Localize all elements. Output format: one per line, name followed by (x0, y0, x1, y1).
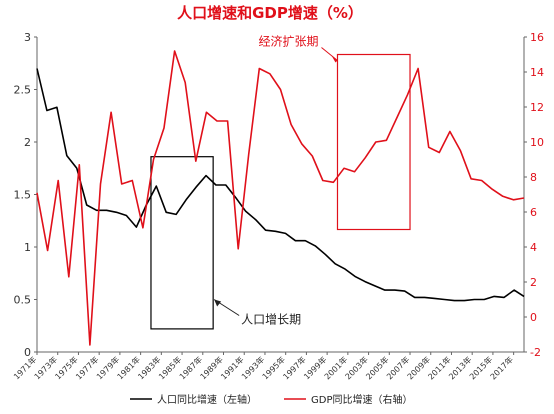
right-tick-label: 14 (530, 66, 544, 79)
population-growth-line (36, 68, 525, 302)
right-tick-label: 0 (530, 311, 537, 324)
population-growth-arrowhead (214, 299, 222, 307)
expansion-period-label: 经济扩张期 (258, 34, 318, 49)
highlight-boxes (150, 53, 411, 330)
right-tick-label: 16 (530, 31, 544, 44)
chart-title: 人口增速和GDP增速（%） (177, 4, 363, 22)
legend: 人口同比增速（左轴） GDP同比增速（右轴） (130, 393, 412, 406)
right-tick-label: 12 (530, 101, 544, 114)
right-tick-label: 10 (530, 136, 544, 149)
x-tick-label: 2017年 (488, 354, 515, 381)
left-tick-label: 0 (24, 346, 31, 359)
right-tick-label: -2 (530, 346, 541, 359)
right-tick-label: 2 (530, 276, 537, 289)
expansion-period-box (336, 53, 411, 231)
right-tick-label: 8 (530, 171, 537, 184)
left-tick-label: 1.5 (14, 189, 32, 202)
left-tick-label: 2 (24, 136, 31, 149)
left-tick-label: 0.5 (14, 294, 32, 307)
expansion-period-arrowhead (331, 55, 338, 63)
population-growth-box (150, 156, 214, 330)
series-lines (36, 50, 525, 346)
right-tick-label: 4 (530, 241, 537, 254)
gdp-growth-line (36, 50, 525, 346)
left-tick-label: 3 (24, 31, 31, 44)
right-tick-label: 6 (530, 206, 537, 219)
left-tick-label: 1 (24, 241, 31, 254)
population-growth-label: 人口增长期 (241, 313, 301, 327)
left-tick-label: 2.5 (14, 84, 32, 97)
legend-label-population: 人口同比增速（左轴） (157, 393, 257, 406)
legend-label-gdp: GDP同比增速（右轴） (311, 393, 412, 406)
